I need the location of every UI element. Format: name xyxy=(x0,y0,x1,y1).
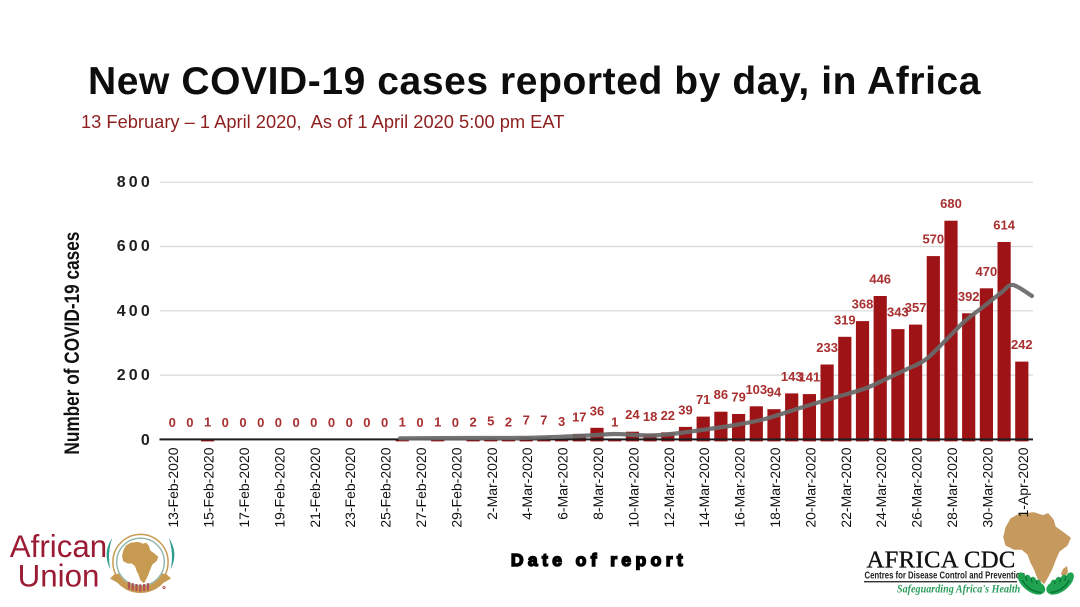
svg-text:233: 233 xyxy=(816,340,838,355)
svg-text:13-Feb-2020: 13-Feb-2020 xyxy=(165,447,181,527)
svg-text:23-Feb-2020: 23-Feb-2020 xyxy=(342,447,358,527)
svg-text:14-Mar-2020: 14-Mar-2020 xyxy=(696,447,712,527)
svg-text:680: 680 xyxy=(940,196,962,211)
svg-text:24-Mar-2020: 24-Mar-2020 xyxy=(873,447,889,527)
svg-text:94: 94 xyxy=(767,385,782,400)
svg-text:392: 392 xyxy=(958,289,980,304)
svg-text:141: 141 xyxy=(799,370,821,385)
svg-text:614: 614 xyxy=(993,218,1015,233)
svg-text:22-Mar-2020: 22-Mar-2020 xyxy=(838,447,854,527)
svg-text:39: 39 xyxy=(678,402,692,417)
svg-text:19-Feb-2020: 19-Feb-2020 xyxy=(271,447,287,527)
svg-text:2-Mar-2020: 2-Mar-2020 xyxy=(484,447,500,520)
svg-text:0: 0 xyxy=(186,415,193,430)
svg-text:5: 5 xyxy=(487,413,494,428)
svg-text:319: 319 xyxy=(834,312,856,327)
svg-text:21-Feb-2020: 21-Feb-2020 xyxy=(307,447,323,527)
svg-text:17-Feb-2020: 17-Feb-2020 xyxy=(236,447,252,527)
svg-text:0: 0 xyxy=(452,415,459,430)
svg-text:71: 71 xyxy=(696,392,710,407)
svg-text:368: 368 xyxy=(852,297,874,312)
svg-text:79: 79 xyxy=(731,390,745,405)
svg-text:143: 143 xyxy=(781,369,803,384)
svg-text:0: 0 xyxy=(363,415,370,430)
svg-text:1: 1 xyxy=(204,415,211,430)
svg-text:28-Mar-2020: 28-Mar-2020 xyxy=(944,447,960,527)
svg-text:0: 0 xyxy=(239,415,246,430)
svg-text:2: 2 xyxy=(505,414,512,429)
svg-text:17: 17 xyxy=(572,409,586,424)
svg-text:8-Mar-2020: 8-Mar-2020 xyxy=(590,447,606,520)
svg-text:0: 0 xyxy=(222,415,229,430)
svg-text:26-Mar-2020: 26-Mar-2020 xyxy=(909,447,925,527)
svg-text:446: 446 xyxy=(869,272,891,287)
svg-text:0: 0 xyxy=(169,415,176,430)
svg-text:1-Apr-2020: 1-Apr-2020 xyxy=(1015,447,1031,517)
svg-text:1: 1 xyxy=(434,415,441,430)
svg-text:18-Mar-2020: 18-Mar-2020 xyxy=(767,447,783,527)
svg-text:470: 470 xyxy=(976,264,998,279)
svg-text:AFRICA CDC: AFRICA CDC xyxy=(867,547,1016,574)
svg-text:30-Mar-2020: 30-Mar-2020 xyxy=(979,447,995,527)
svg-text:0: 0 xyxy=(328,415,335,430)
svg-text:18: 18 xyxy=(643,409,657,424)
svg-text:3: 3 xyxy=(558,414,565,429)
svg-text:Centres for Disease Control an: Centres for Disease Control and Preventi… xyxy=(865,569,1026,580)
svg-text:0: 0 xyxy=(346,415,353,430)
svg-text:570: 570 xyxy=(922,232,944,247)
svg-text:20-Mar-2020: 20-Mar-2020 xyxy=(802,447,818,527)
svg-text:27-Feb-2020: 27-Feb-2020 xyxy=(413,447,429,527)
svg-text:4-Mar-2020: 4-Mar-2020 xyxy=(519,447,535,520)
svg-text:24: 24 xyxy=(625,407,640,422)
svg-text:0: 0 xyxy=(416,415,423,430)
svg-text:0: 0 xyxy=(310,415,317,430)
svg-text:Union: Union xyxy=(18,559,100,594)
svg-text:2: 2 xyxy=(469,414,476,429)
svg-text:0: 0 xyxy=(381,415,388,430)
svg-text:1: 1 xyxy=(611,415,618,430)
svg-text:242: 242 xyxy=(1011,337,1033,352)
svg-text:36: 36 xyxy=(590,403,604,418)
svg-text:0: 0 xyxy=(275,415,282,430)
svg-text:0: 0 xyxy=(257,415,264,430)
svg-text:22: 22 xyxy=(661,408,675,423)
svg-text:16-Mar-2020: 16-Mar-2020 xyxy=(732,447,748,527)
svg-text:357: 357 xyxy=(905,300,927,315)
svg-text:7: 7 xyxy=(523,413,530,428)
svg-text:7: 7 xyxy=(540,413,547,428)
svg-text:0: 0 xyxy=(292,415,299,430)
svg-text:10-Mar-2020: 10-Mar-2020 xyxy=(625,447,641,527)
svg-text:12-Mar-2020: 12-Mar-2020 xyxy=(661,447,677,527)
svg-text:25-Feb-2020: 25-Feb-2020 xyxy=(378,447,394,527)
svg-text:6-Mar-2020: 6-Mar-2020 xyxy=(555,447,571,520)
svg-text:86: 86 xyxy=(714,387,728,402)
svg-text:Safeguarding Africa's Health: Safeguarding Africa's Health xyxy=(897,583,1020,596)
svg-text:103: 103 xyxy=(745,382,767,397)
svg-text:29-Feb-2020: 29-Feb-2020 xyxy=(448,447,464,527)
svg-text:African: African xyxy=(10,529,107,564)
svg-text:1: 1 xyxy=(399,415,406,430)
svg-text:15-Feb-2020: 15-Feb-2020 xyxy=(201,447,217,527)
svg-text:343: 343 xyxy=(887,305,909,320)
